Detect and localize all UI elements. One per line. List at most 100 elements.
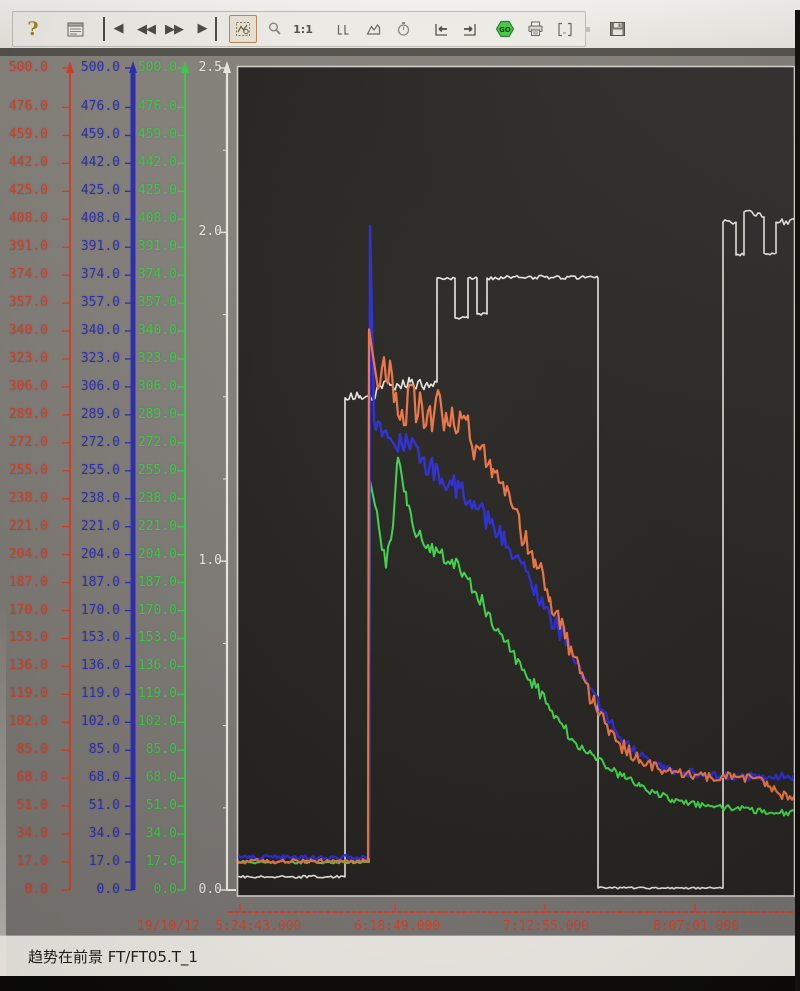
- area-chart-icon: [366, 23, 380, 35]
- red-axis-tick-label: 442.0: [8, 155, 48, 171]
- red-axis-tick-label: 34.0: [16, 826, 48, 842]
- blue-axis-tick-label: 102.0: [80, 714, 120, 730]
- blue-axis-tick-label: 476.0: [80, 99, 120, 115]
- photo-bottom-edge: [0, 976, 800, 991]
- green-axis-tick-label: 255.0: [137, 462, 177, 478]
- red-axis-tick-label: 119.0: [8, 686, 48, 702]
- white-axis-tick-label: 1.0: [198, 553, 222, 569]
- red-axis-tick-label: 306.0: [8, 378, 48, 394]
- red-axis-arrow: [66, 61, 74, 73]
- time-axis-label: 19/10/12 5:24:43.000: [137, 919, 302, 934]
- zoom-select-button[interactable]: [229, 15, 257, 43]
- disabled-tool-dot: [581, 17, 593, 41]
- status-text: 趋势在前景 FT/FT05.T_1: [28, 947, 198, 966]
- curve-area-button[interactable]: [361, 17, 385, 41]
- green-axis-tick-label: 272.0: [137, 434, 177, 450]
- blue-axis-tick-label: 204.0: [80, 546, 120, 562]
- nav-last-button[interactable]: ▶: [190, 17, 217, 41]
- red-axis-tick-label: 238.0: [8, 490, 48, 506]
- green-axis-tick-label: 238.0: [137, 490, 177, 506]
- green-axis-tick-label: 34.0: [145, 826, 177, 842]
- go-hexagon-icon: GO: [495, 20, 515, 38]
- red-axis-tick-label: 459.0: [8, 127, 48, 143]
- red-axis-tick-label: 323.0: [8, 350, 48, 366]
- blue-axis-tick-label: 170.0: [80, 602, 120, 618]
- blue-axis-tick-label: 459.0: [80, 127, 120, 143]
- time-axis-label: 8:07:01.000: [652, 919, 740, 934]
- blue-axis-tick-label: 34.0: [88, 826, 120, 842]
- scroll-left-button[interactable]: [429, 17, 453, 41]
- green-axis-tick-label: 51.0: [145, 798, 177, 814]
- green-axis-tick-label: 17.0: [145, 854, 177, 870]
- blue-axis-tick-label: 340.0: [80, 323, 120, 339]
- green-axis-tick-label: 289.0: [137, 406, 177, 422]
- red-axis-tick-label: 476.0: [8, 99, 48, 115]
- blue-axis-tick-label: 221.0: [80, 518, 120, 534]
- trend-main-area: 500.0 476.0 459.0 442.0 425.0 408.0 391.0 374.0…: [0, 56, 800, 935]
- green-axis-tick-label: 391.0: [137, 239, 177, 255]
- green-axis-tick-label: 476.0: [137, 99, 177, 115]
- magnifier-icon: [269, 22, 281, 35]
- blue-axis-tick-label: 153.0: [80, 630, 120, 646]
- red-axis-tick-label: 153.0: [8, 630, 48, 646]
- red-axis-tick-label: 408.0: [8, 211, 48, 227]
- printer-icon: [528, 21, 542, 36]
- dialog-icon: [67, 22, 83, 36]
- nav-forward-button[interactable]: ▶▶: [165, 21, 184, 37]
- print-button[interactable]: [523, 17, 547, 41]
- trend-properties-button[interactable]: [63, 17, 87, 41]
- plot-area[interactable]: [236, 65, 796, 897]
- red-axis-tick-label: 425.0: [8, 183, 48, 199]
- white-axis-arrow: [223, 61, 231, 73]
- zoom-button[interactable]: [263, 17, 287, 41]
- blue-axis-tick-label: 0.0: [96, 882, 120, 897]
- nav-rewind-button[interactable]: ◀◀: [137, 21, 156, 37]
- blue-axis-arrow: [129, 61, 137, 73]
- blue-axis-tick-label: 187.0: [80, 574, 120, 590]
- blue-axis-tick-label: 85.0: [88, 742, 120, 758]
- green-axis-arrow: [181, 61, 189, 73]
- green-axis-tick-label: 221.0: [137, 518, 177, 534]
- blue-axis-tick-label: 136.0: [80, 658, 120, 674]
- zoom-1to1-button[interactable]: 1:1: [293, 22, 313, 36]
- blue-axis-tick-label: 323.0: [80, 350, 120, 366]
- svg-text:GO: GO: [499, 26, 511, 34]
- report-button[interactable]: [553, 17, 577, 41]
- red-axis-tick-label: 85.0: [16, 742, 48, 758]
- red-axis-tick-label: 0.0: [24, 882, 48, 897]
- help-button[interactable]: ?: [27, 18, 39, 40]
- toolbar: ? ◀ ◀◀ ▶▶ ▶ 1:1: [12, 11, 625, 47]
- zoom-region-icon: [236, 22, 250, 36]
- trend-plot-svg[interactable]: [0, 56, 800, 935]
- red-axis-tick-label: 357.0: [8, 295, 48, 311]
- blue-axis-tick-label: 272.0: [80, 434, 120, 450]
- ruler-button[interactable]: [331, 17, 355, 41]
- stopwatch-button[interactable]: [391, 17, 415, 41]
- green-axis-tick-label: 136.0: [137, 658, 177, 674]
- scroll-right-button[interactable]: [457, 17, 481, 41]
- red-axis-tick-label: 500.0: [8, 60, 48, 75]
- red-axis-tick-label: 17.0: [16, 854, 48, 870]
- blue-axis-tick-label: 500.0: [80, 60, 120, 75]
- arrow-right-axis-icon: [463, 23, 476, 36]
- ruler-icon: [337, 24, 348, 35]
- stopwatch-icon: [397, 22, 409, 36]
- save-button[interactable]: [605, 17, 629, 41]
- green-axis-tick-label: 306.0: [137, 378, 177, 394]
- nav-first-button[interactable]: ◀: [103, 17, 130, 41]
- red-axis-tick-label: 221.0: [8, 518, 48, 534]
- blue-axis-tick-label: 255.0: [80, 462, 120, 478]
- green-axis-tick-label: 340.0: [137, 323, 177, 339]
- go-button[interactable]: GO: [493, 17, 517, 41]
- blue-axis-tick-label: 68.0: [88, 770, 120, 786]
- red-axis-tick-label: 391.0: [8, 239, 48, 255]
- red-axis-tick-label: 51.0: [16, 798, 48, 814]
- blue-axis-tick-label: 391.0: [80, 239, 120, 255]
- red-axis-tick-label: 187.0: [8, 574, 48, 590]
- green-axis-tick-label: 0.0: [153, 882, 177, 897]
- blue-axis-tick-label: 51.0: [88, 798, 120, 814]
- toolbar-shadow-band: [0, 48, 800, 56]
- green-axis-tick-label: 119.0: [137, 686, 177, 702]
- red-axis-tick-label: 255.0: [8, 462, 48, 478]
- dot-icon: [584, 26, 590, 32]
